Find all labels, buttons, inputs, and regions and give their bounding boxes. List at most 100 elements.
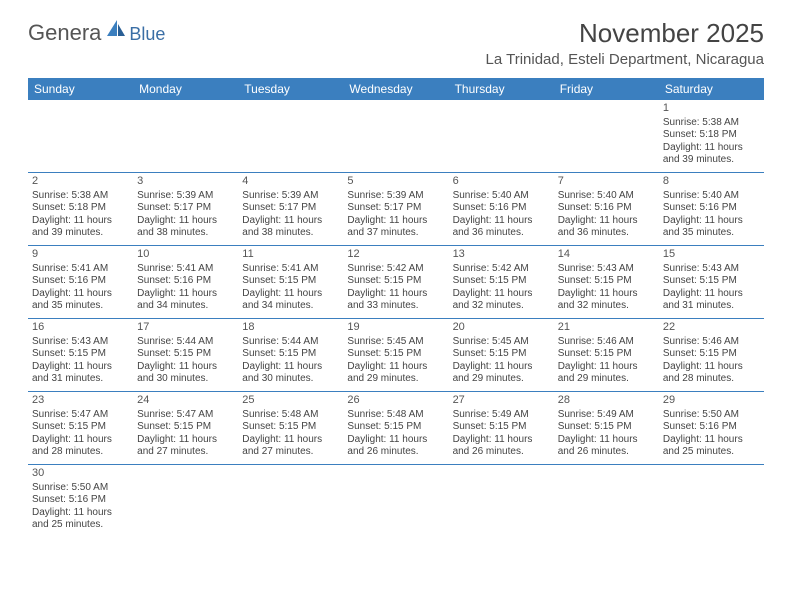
daylight2-text: and 27 minutes.	[242, 446, 339, 459]
daylight1-text: Daylight: 11 hours	[558, 434, 655, 447]
daylight1-text: Daylight: 11 hours	[347, 361, 444, 374]
sunset-text: Sunset: 5:15 PM	[242, 275, 339, 288]
daylight2-text: and 26 minutes.	[453, 446, 550, 459]
day-cell: 24Sunrise: 5:47 AMSunset: 5:15 PMDayligh…	[133, 392, 238, 464]
day-cell: 10Sunrise: 5:41 AMSunset: 5:16 PMDayligh…	[133, 246, 238, 318]
sunrise-text: Sunrise: 5:44 AM	[242, 336, 339, 349]
week-row: 9Sunrise: 5:41 AMSunset: 5:16 PMDaylight…	[28, 246, 764, 319]
daylight2-text: and 34 minutes.	[242, 300, 339, 313]
sunset-text: Sunset: 5:18 PM	[32, 202, 129, 215]
empty-cell	[449, 100, 554, 172]
sunrise-text: Sunrise: 5:45 AM	[347, 336, 444, 349]
daylight2-text: and 25 minutes.	[32, 519, 129, 532]
week-row: 30Sunrise: 5:50 AMSunset: 5:16 PMDayligh…	[28, 465, 764, 537]
day-header-cell: Tuesday	[238, 78, 343, 100]
daylight1-text: Daylight: 11 hours	[453, 215, 550, 228]
sunset-text: Sunset: 5:15 PM	[137, 348, 234, 361]
sail-icon	[105, 18, 127, 45]
sunrise-text: Sunrise: 5:38 AM	[663, 117, 760, 130]
empty-cell	[554, 100, 659, 172]
day-cell: 17Sunrise: 5:44 AMSunset: 5:15 PMDayligh…	[133, 319, 238, 391]
day-header-cell: Monday	[133, 78, 238, 100]
day-cell: 18Sunrise: 5:44 AMSunset: 5:15 PMDayligh…	[238, 319, 343, 391]
logo: Genera Blue	[28, 18, 165, 46]
day-number: 3	[137, 175, 234, 189]
daylight2-text: and 29 minutes.	[558, 373, 655, 386]
day-cell: 30Sunrise: 5:50 AMSunset: 5:16 PMDayligh…	[28, 465, 133, 537]
sunrise-text: Sunrise: 5:47 AM	[32, 409, 129, 422]
day-header-cell: Sunday	[28, 78, 133, 100]
day-cell: 27Sunrise: 5:49 AMSunset: 5:15 PMDayligh…	[449, 392, 554, 464]
day-number: 9	[32, 248, 129, 262]
daylight2-text: and 35 minutes.	[32, 300, 129, 313]
month-title: November 2025	[486, 18, 764, 49]
daylight2-text: and 30 minutes.	[242, 373, 339, 386]
day-number: 27	[453, 394, 550, 408]
day-number: 2	[32, 175, 129, 189]
sunset-text: Sunset: 5:15 PM	[242, 348, 339, 361]
empty-cell	[343, 465, 448, 537]
day-header-cell: Saturday	[659, 78, 764, 100]
sunset-text: Sunset: 5:15 PM	[558, 275, 655, 288]
sunrise-text: Sunrise: 5:40 AM	[663, 190, 760, 203]
sunrise-text: Sunrise: 5:39 AM	[137, 190, 234, 203]
sunrise-text: Sunrise: 5:47 AM	[137, 409, 234, 422]
sunset-text: Sunset: 5:16 PM	[558, 202, 655, 215]
sunrise-text: Sunrise: 5:44 AM	[137, 336, 234, 349]
sunset-text: Sunset: 5:15 PM	[242, 421, 339, 434]
sunrise-text: Sunrise: 5:41 AM	[242, 263, 339, 276]
daylight2-text: and 28 minutes.	[663, 373, 760, 386]
sunrise-text: Sunrise: 5:38 AM	[32, 190, 129, 203]
daylight1-text: Daylight: 11 hours	[347, 288, 444, 301]
sunset-text: Sunset: 5:15 PM	[663, 275, 760, 288]
daylight1-text: Daylight: 11 hours	[137, 434, 234, 447]
day-cell: 23Sunrise: 5:47 AMSunset: 5:15 PMDayligh…	[28, 392, 133, 464]
daylight2-text: and 36 minutes.	[453, 227, 550, 240]
sunset-text: Sunset: 5:15 PM	[453, 421, 550, 434]
sunrise-text: Sunrise: 5:50 AM	[663, 409, 760, 422]
day-cell: 2Sunrise: 5:38 AMSunset: 5:18 PMDaylight…	[28, 173, 133, 245]
sunset-text: Sunset: 5:15 PM	[558, 421, 655, 434]
empty-cell	[554, 465, 659, 537]
daylight1-text: Daylight: 11 hours	[663, 142, 760, 155]
daylight2-text: and 30 minutes.	[137, 373, 234, 386]
day-cell: 15Sunrise: 5:43 AMSunset: 5:15 PMDayligh…	[659, 246, 764, 318]
sunset-text: Sunset: 5:15 PM	[558, 348, 655, 361]
day-header-row: SundayMondayTuesdayWednesdayThursdayFrid…	[28, 78, 764, 100]
sunset-text: Sunset: 5:15 PM	[453, 275, 550, 288]
day-number: 17	[137, 321, 234, 335]
sunset-text: Sunset: 5:17 PM	[347, 202, 444, 215]
empty-cell	[28, 100, 133, 172]
daylight2-text: and 35 minutes.	[663, 227, 760, 240]
empty-cell	[343, 100, 448, 172]
sunset-text: Sunset: 5:16 PM	[453, 202, 550, 215]
sunrise-text: Sunrise: 5:45 AM	[453, 336, 550, 349]
daylight2-text: and 29 minutes.	[347, 373, 444, 386]
day-cell: 3Sunrise: 5:39 AMSunset: 5:17 PMDaylight…	[133, 173, 238, 245]
daylight1-text: Daylight: 11 hours	[453, 361, 550, 374]
sunrise-text: Sunrise: 5:43 AM	[663, 263, 760, 276]
day-header-cell: Thursday	[449, 78, 554, 100]
daylight2-text: and 25 minutes.	[663, 446, 760, 459]
day-number: 24	[137, 394, 234, 408]
week-row: 2Sunrise: 5:38 AMSunset: 5:18 PM Daylight…	[28, 173, 764, 246]
daylight1-text: Daylight: 11 hours	[453, 288, 550, 301]
daylight1-text: Daylight: 11 hours	[137, 215, 234, 228]
daylight2-text: and 26 minutes.	[347, 446, 444, 459]
sunrise-text: Sunrise: 5:42 AM	[453, 263, 550, 276]
sunrise-text: Sunrise: 5:48 AM	[347, 409, 444, 422]
sunset-text: Sunset: 5:16 PM	[32, 494, 129, 507]
day-number: 28	[558, 394, 655, 408]
day-cell: 19Sunrise: 5:45 AMSunset: 5:15 PMDayligh…	[343, 319, 448, 391]
day-number: 23	[32, 394, 129, 408]
sunrise-text: Sunrise: 5:49 AM	[453, 409, 550, 422]
day-header-cell: Wednesday	[343, 78, 448, 100]
day-cell: 14Sunrise: 5:43 AMSunset: 5:15 PMDayligh…	[554, 246, 659, 318]
day-number: 10	[137, 248, 234, 262]
daylight1-text: Daylight: 11 hours	[242, 361, 339, 374]
daylight1-text: Daylight: 11 hours	[347, 215, 444, 228]
daylight2-text: and 39 minutes.	[32, 227, 129, 240]
sunset-text: Sunset: 5:15 PM	[32, 421, 129, 434]
daylight1-text: Daylight: 11 hours	[32, 361, 129, 374]
day-number: 5	[347, 175, 444, 189]
